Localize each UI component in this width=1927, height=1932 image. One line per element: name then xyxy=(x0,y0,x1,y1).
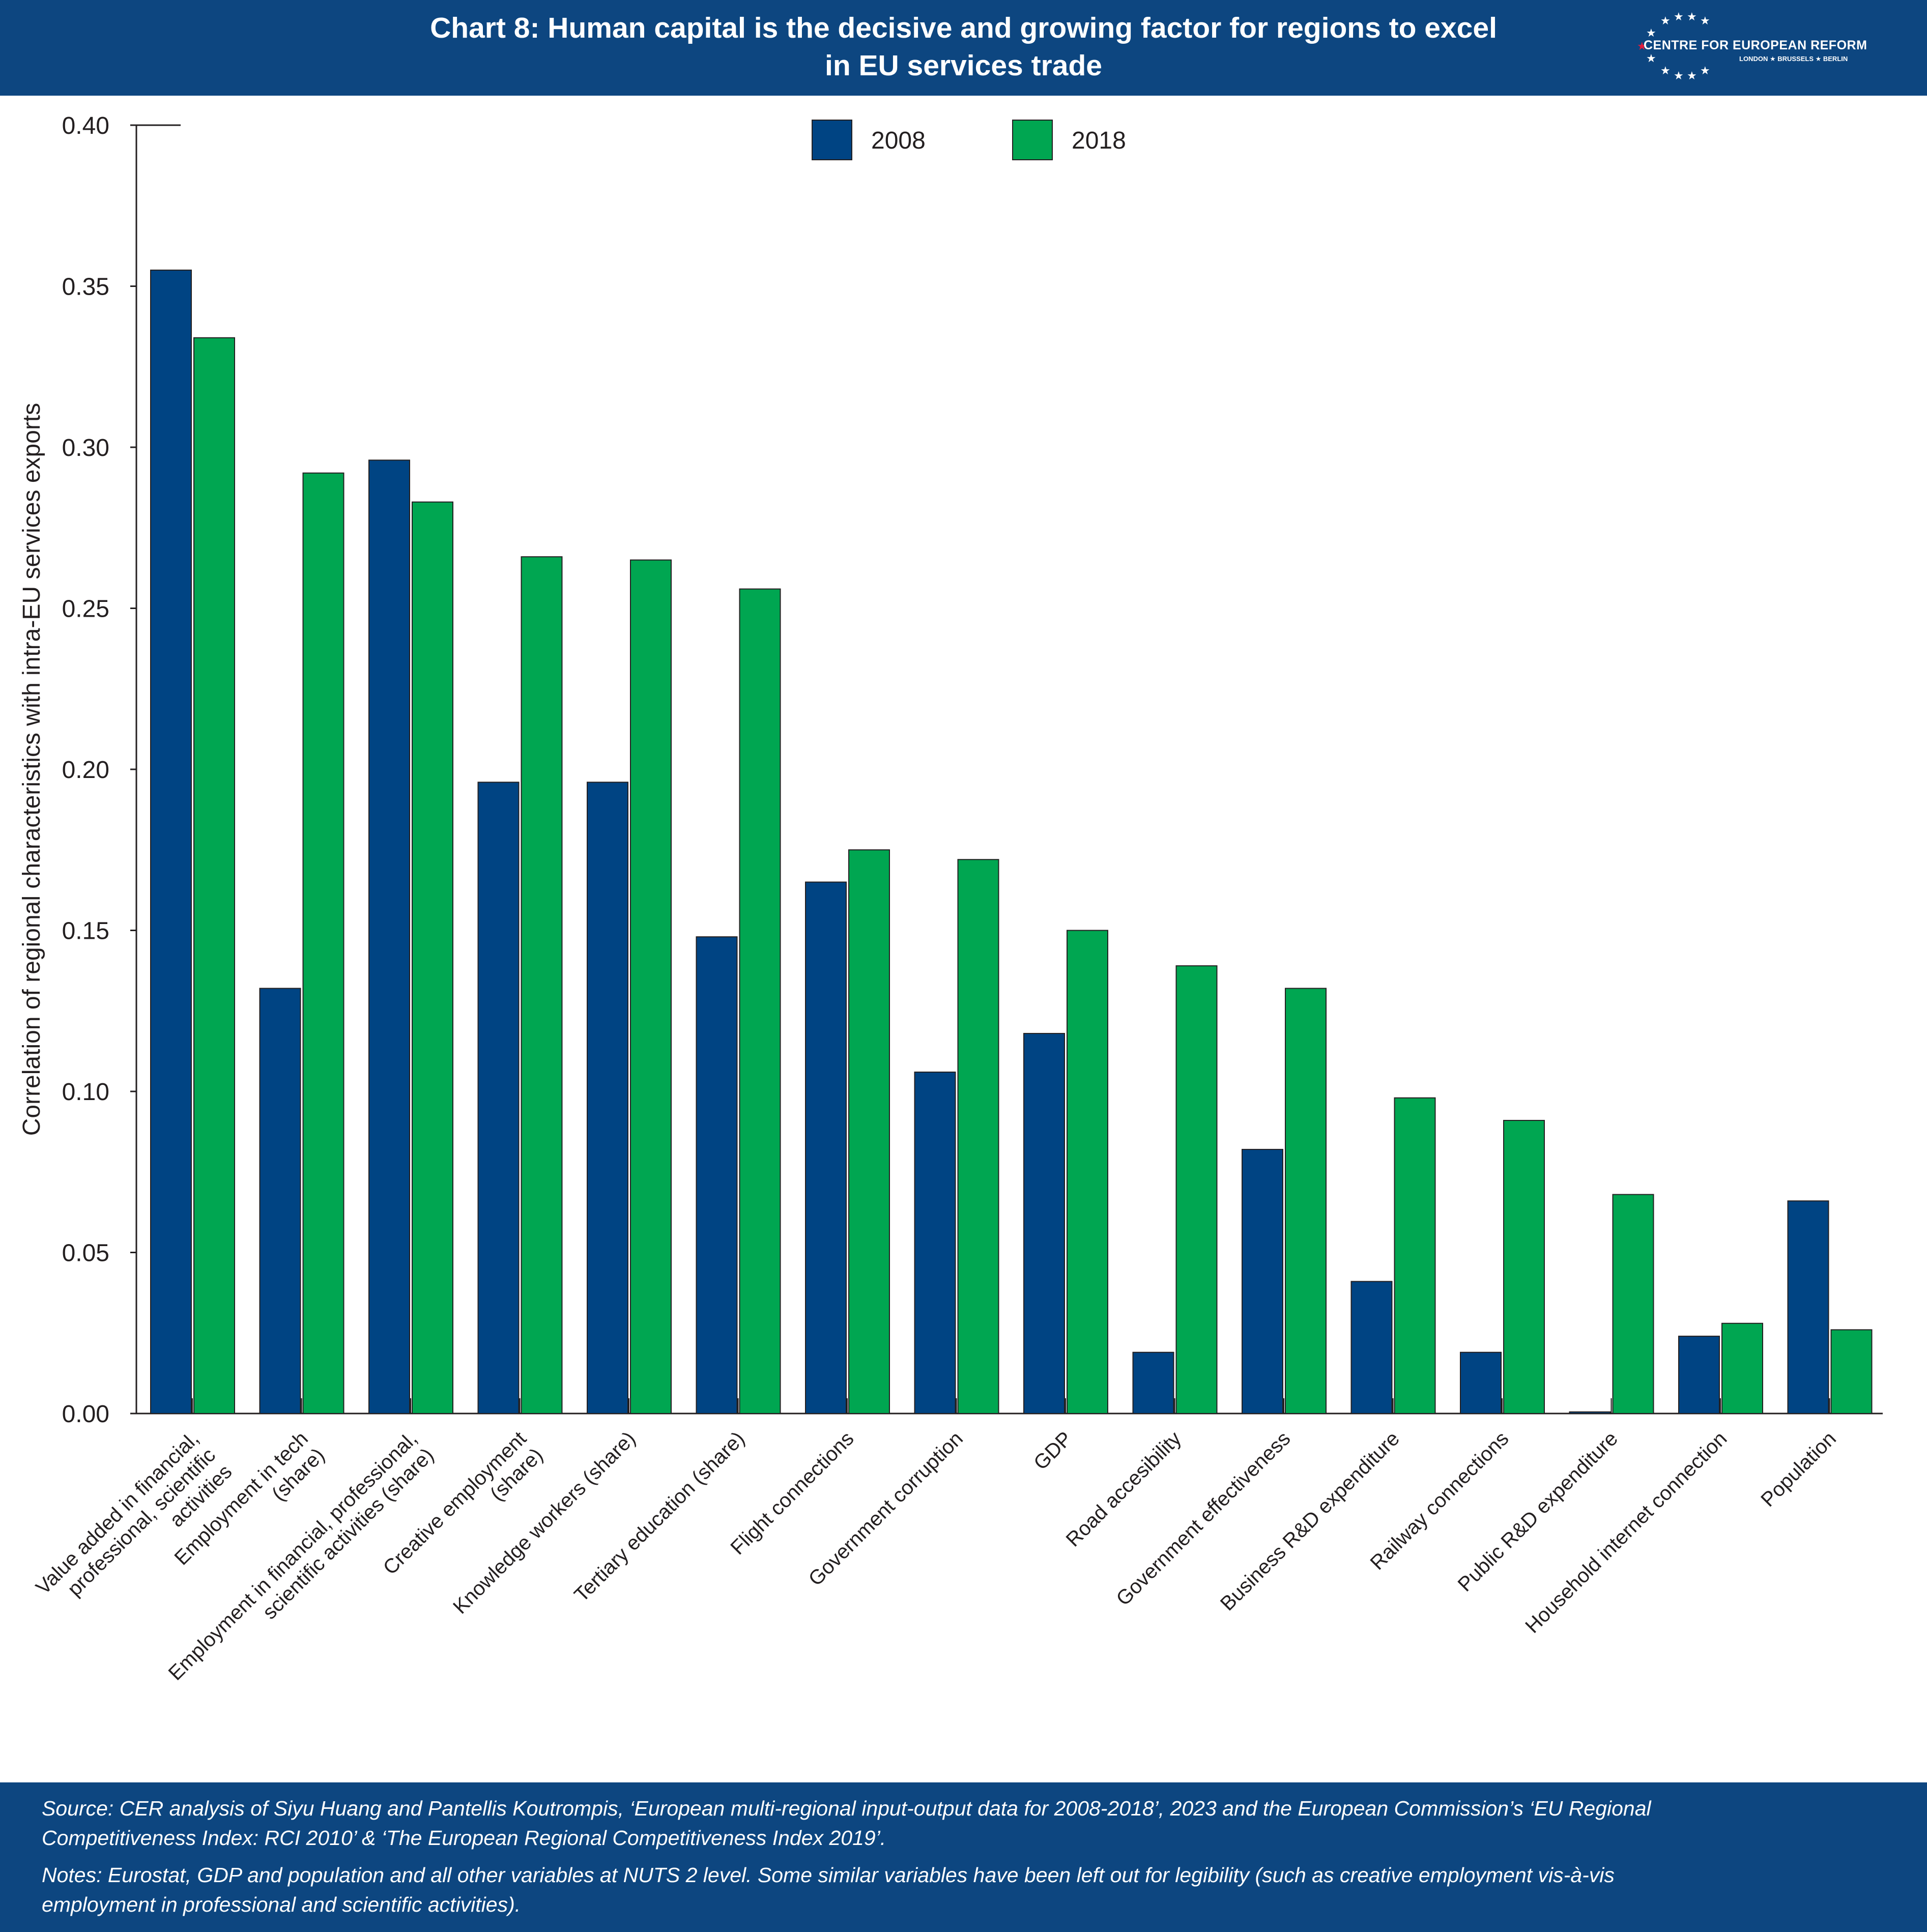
x-category-label-line: Road accesibility xyxy=(1062,1427,1186,1551)
x-category-label: Knowledge workers (share) xyxy=(449,1427,640,1618)
y-tick-label: 0.25 xyxy=(62,596,109,623)
bar-2018 xyxy=(521,556,563,1414)
y-tick-label: 0.30 xyxy=(62,435,109,462)
svg-text:★: ★ xyxy=(1700,15,1710,27)
chart-footer: Source: CER analysis of Siyu Huang and P… xyxy=(0,1782,1927,1932)
svg-text:★: ★ xyxy=(1660,15,1671,27)
bar-2018 xyxy=(1394,1097,1436,1415)
bar-2018 xyxy=(1503,1119,1545,1414)
x-category-label: GDP xyxy=(1029,1427,1076,1474)
x-category-label: Flight connections xyxy=(726,1427,858,1559)
legend-swatch-2018 xyxy=(1012,120,1053,160)
bar-2018 xyxy=(630,559,672,1414)
bar-2008 xyxy=(1460,1351,1502,1414)
svg-text:★: ★ xyxy=(1687,70,1697,82)
bar-2008 xyxy=(1023,1033,1065,1415)
x-category-label-line: Flight connections xyxy=(726,1427,858,1559)
source-line-1: Source: CER analysis of Siyu Huang and P… xyxy=(42,1797,1651,1820)
cer-logo-text: CENTRE FOR EUROPEAN REFORM xyxy=(1644,38,1867,52)
bar-2018 xyxy=(193,337,235,1414)
bar-2018 xyxy=(1285,988,1327,1414)
x-category-label: Business R&D expenditure xyxy=(1216,1427,1404,1615)
bar-2018 xyxy=(957,859,999,1414)
y-tick-label: 0.15 xyxy=(62,918,109,945)
legend-swatch-2008 xyxy=(812,120,852,160)
chart-header: Chart 8: Human capital is the decisive a… xyxy=(0,0,1927,96)
x-category-label-line: Government effectiveness xyxy=(1112,1427,1295,1610)
bar-2018 xyxy=(848,849,890,1414)
bar-2018 xyxy=(1175,965,1218,1414)
y-tick-label: 0.40 xyxy=(62,112,109,139)
bar-2018 xyxy=(1830,1329,1873,1414)
cer-logo-subtext: LONDON ★ BRUSSELS ★ BERLIN xyxy=(1739,55,1848,63)
bar-2008 xyxy=(368,459,410,1415)
bar-2018 xyxy=(1721,1322,1763,1415)
svg-text:★: ★ xyxy=(1674,11,1684,23)
bar-2008 xyxy=(150,269,192,1414)
svg-text:★: ★ xyxy=(1637,40,1647,53)
bar-2008 xyxy=(805,881,847,1414)
x-category-label: Household internet connection xyxy=(1521,1427,1731,1637)
svg-text:★: ★ xyxy=(1646,52,1656,65)
svg-text:★: ★ xyxy=(1700,65,1710,77)
svg-text:★: ★ xyxy=(1687,11,1697,23)
legend-label-2008: 2008 xyxy=(871,127,926,154)
bar-2008 xyxy=(1787,1200,1829,1414)
x-category-label-line: Business R&D expenditure xyxy=(1216,1427,1404,1615)
x-category-label-line: GDP xyxy=(1029,1427,1076,1474)
chart-title-line-1: Chart 8: Human capital is the decisive a… xyxy=(430,12,1497,44)
notes-line-1: Notes: Eurostat, GDP and population and … xyxy=(42,1863,1615,1887)
bar-2008 xyxy=(587,782,628,1414)
bar-2008 xyxy=(1350,1281,1393,1414)
bar-2008 xyxy=(259,988,301,1414)
bar-2008 xyxy=(1678,1336,1720,1415)
svg-text:★: ★ xyxy=(1660,65,1671,77)
svg-text:★: ★ xyxy=(1646,27,1656,40)
x-category-label-line: Population xyxy=(1757,1427,1840,1511)
bar-2008 xyxy=(477,782,520,1414)
bar-2018 xyxy=(1612,1194,1654,1415)
bar-2008 xyxy=(1569,1411,1611,1414)
y-tick-label: 0.00 xyxy=(62,1401,109,1428)
bar-2018 xyxy=(412,501,453,1414)
bar-chart: 0.00 0.05 0.10 0.15 0.20 0.25 0.30 0.35 0.40 Corr… xyxy=(18,112,1883,1685)
bar-2018 xyxy=(302,472,344,1414)
notes-line-2: employment in professional and scientifi… xyxy=(42,1893,521,1916)
bar-2008 xyxy=(696,936,738,1415)
bar-2008 xyxy=(914,1072,956,1414)
bar-2008 xyxy=(1132,1351,1174,1414)
bar-2008 xyxy=(1242,1148,1283,1414)
legend-label-2018: 2018 xyxy=(1072,127,1126,154)
x-category-label-line: Household internet connection xyxy=(1521,1427,1731,1637)
chart-title-line-2: in EU services trade xyxy=(825,49,1102,82)
y-tick-label: 0.10 xyxy=(62,1079,109,1106)
y-axis-title: Correlation of regional characteristics … xyxy=(18,403,45,1136)
y-tick-label: 0.20 xyxy=(62,757,109,784)
x-category-label: Road accesibility xyxy=(1062,1427,1186,1551)
x-category-label-line: Knowledge workers (share) xyxy=(449,1427,640,1618)
x-category-label: Population xyxy=(1757,1427,1840,1511)
bar-2018 xyxy=(739,588,781,1414)
x-category-label-line: professional, scientific xyxy=(63,1444,220,1601)
y-tick-label: 0.35 xyxy=(62,274,109,301)
chart-title: Chart 8: Human capital is the decisive a… xyxy=(0,9,1927,84)
y-tick-label: 0.05 xyxy=(62,1240,109,1267)
x-category-label: Government effectiveness xyxy=(1112,1427,1295,1610)
source-line-2: Competitiveness Index: RCI 2010’ & ‘The … xyxy=(42,1826,886,1850)
bar-2018 xyxy=(1067,930,1108,1414)
svg-text:★: ★ xyxy=(1674,70,1684,82)
cer-logo-stars-icon: ★ ★ ★ ★ ★★ ★ ★ ★ ★ ★ xyxy=(1637,11,1710,82)
